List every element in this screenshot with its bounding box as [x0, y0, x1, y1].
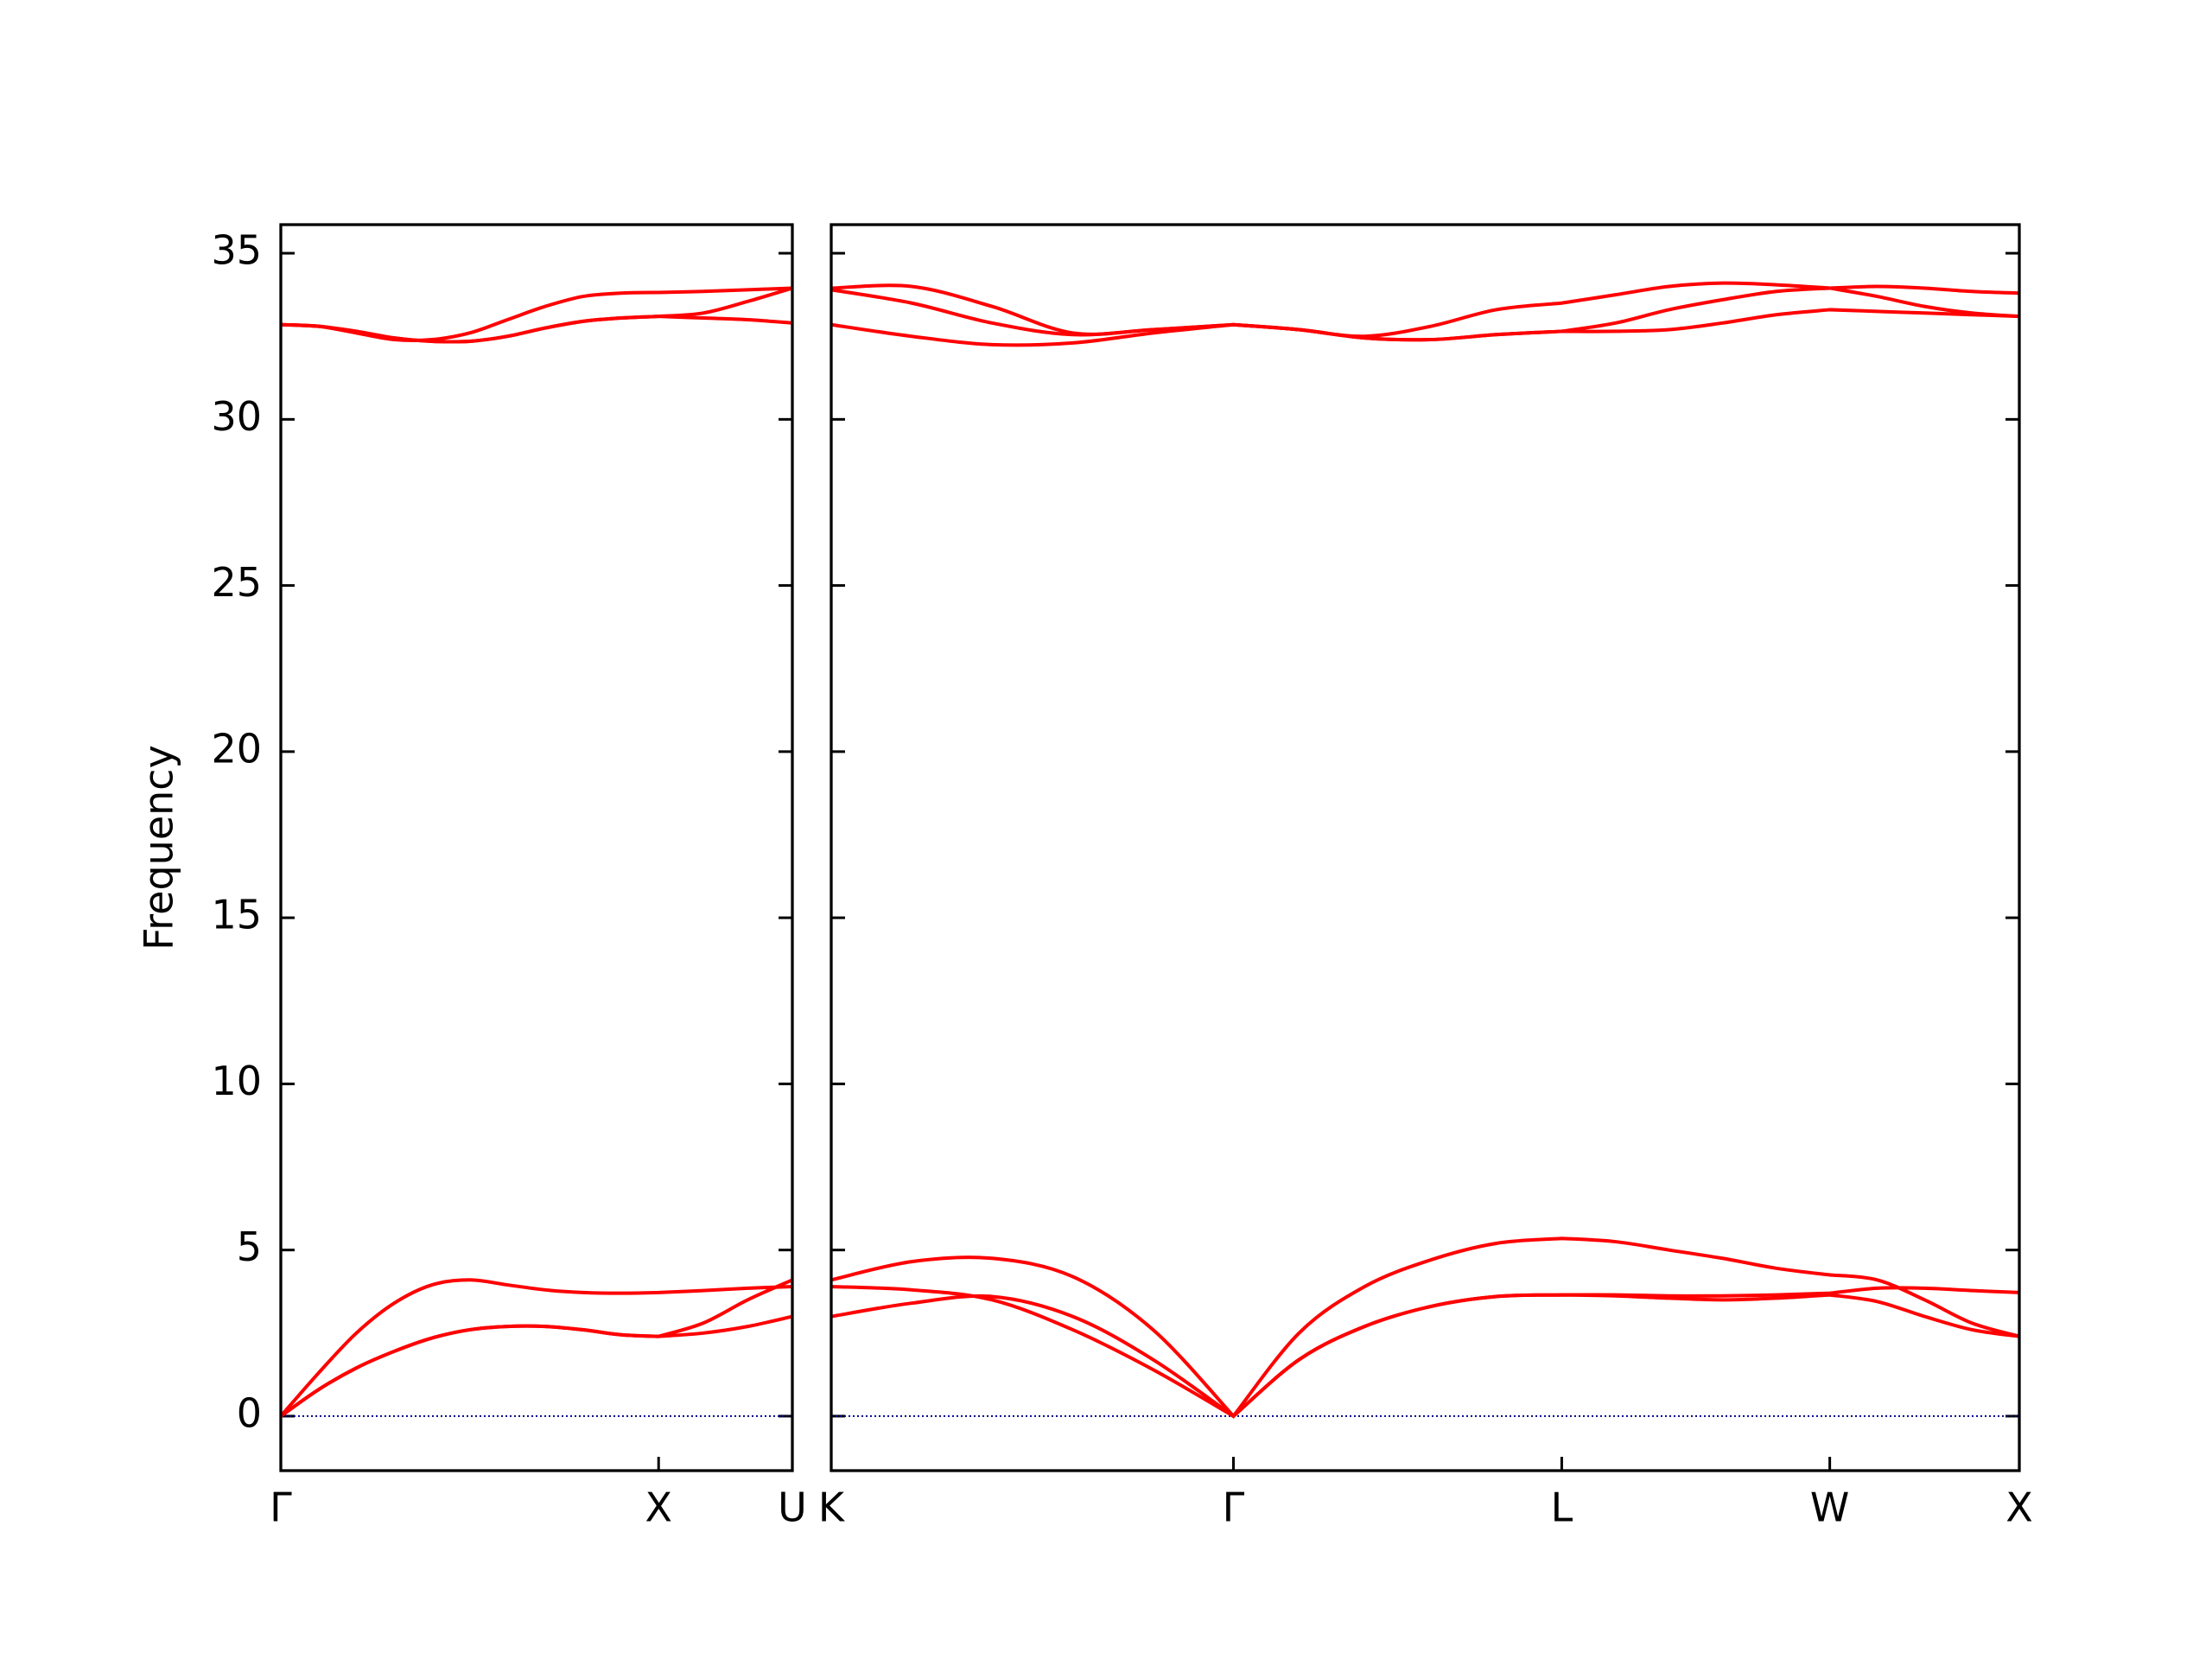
x-tick-label: W — [1810, 1484, 1849, 1531]
band-line — [279, 1278, 793, 1418]
y-tick-label: 25 — [211, 559, 262, 606]
band-line — [830, 281, 2020, 339]
x-tick-label: Γ — [1223, 1484, 1245, 1531]
x-tick-label: L — [1551, 1484, 1573, 1531]
band-line — [830, 1284, 2020, 1419]
band-line — [279, 1278, 793, 1418]
band-line — [830, 286, 2020, 342]
y-tick-label: 10 — [211, 1058, 262, 1104]
x-tick-label: X — [2005, 1484, 2033, 1531]
x-tick-label: K — [818, 1484, 846, 1531]
plot-frame — [279, 223, 794, 1472]
band-line — [830, 1236, 2020, 1420]
y-tick-label: 15 — [211, 892, 262, 938]
x-tick-label: U — [778, 1484, 807, 1531]
y-tick-label: 20 — [211, 725, 262, 772]
x-tick-label: Γ — [270, 1484, 292, 1531]
y-tick-label: 0 — [237, 1389, 262, 1436]
y-axis-label: Frequency — [136, 745, 182, 950]
y-tick-label: 5 — [237, 1224, 262, 1270]
y-tick-label: 35 — [211, 227, 262, 274]
x-tick-label: X — [645, 1484, 672, 1531]
plot-frame — [830, 223, 2021, 1472]
y-tick-label: 30 — [211, 393, 262, 440]
band-line — [830, 1293, 2020, 1419]
band-line — [280, 286, 793, 343]
